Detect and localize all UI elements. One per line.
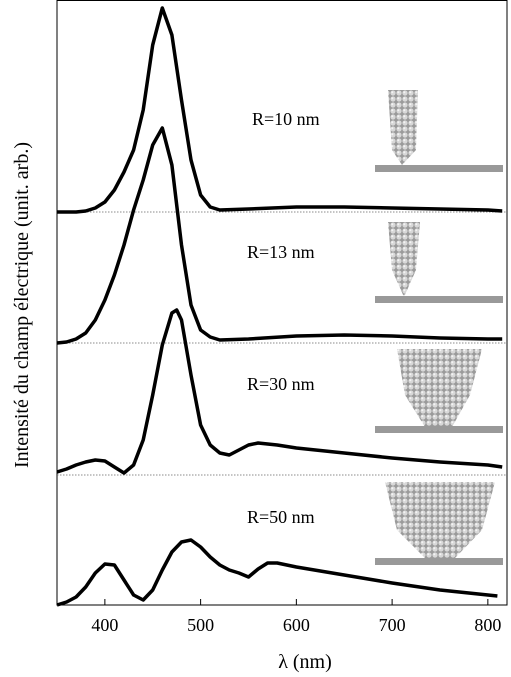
- spectrum-line: [57, 6, 503, 214]
- spectrum-line: [56, 538, 498, 607]
- series-label: R=50 nm: [247, 507, 315, 527]
- x-tick-label: 400: [91, 615, 118, 635]
- plot-frame: [56, 0, 508, 606]
- y-axis-label: Intensité du champ électrique (unit. arb…: [11, 142, 33, 468]
- nanoparticle-inset: [375, 482, 503, 565]
- x-tick-label: 700: [379, 615, 406, 635]
- series-label: R=10 nm: [252, 109, 320, 129]
- x-tick-label: 600: [283, 615, 310, 635]
- spectrum-line: [56, 126, 503, 345]
- nanoparticle-inset: [375, 90, 503, 172]
- spectrum-line: [56, 308, 503, 475]
- nanoparticle-inset: [375, 222, 503, 303]
- series-label: R=13 nm: [247, 242, 315, 262]
- series-label: R=30 nm: [247, 374, 315, 394]
- nanoparticle-inset: [375, 349, 503, 433]
- x-tick-label: 800: [474, 615, 501, 635]
- x-tick-label: 500: [187, 615, 214, 635]
- x-axis-label: λ (nm): [278, 651, 332, 673]
